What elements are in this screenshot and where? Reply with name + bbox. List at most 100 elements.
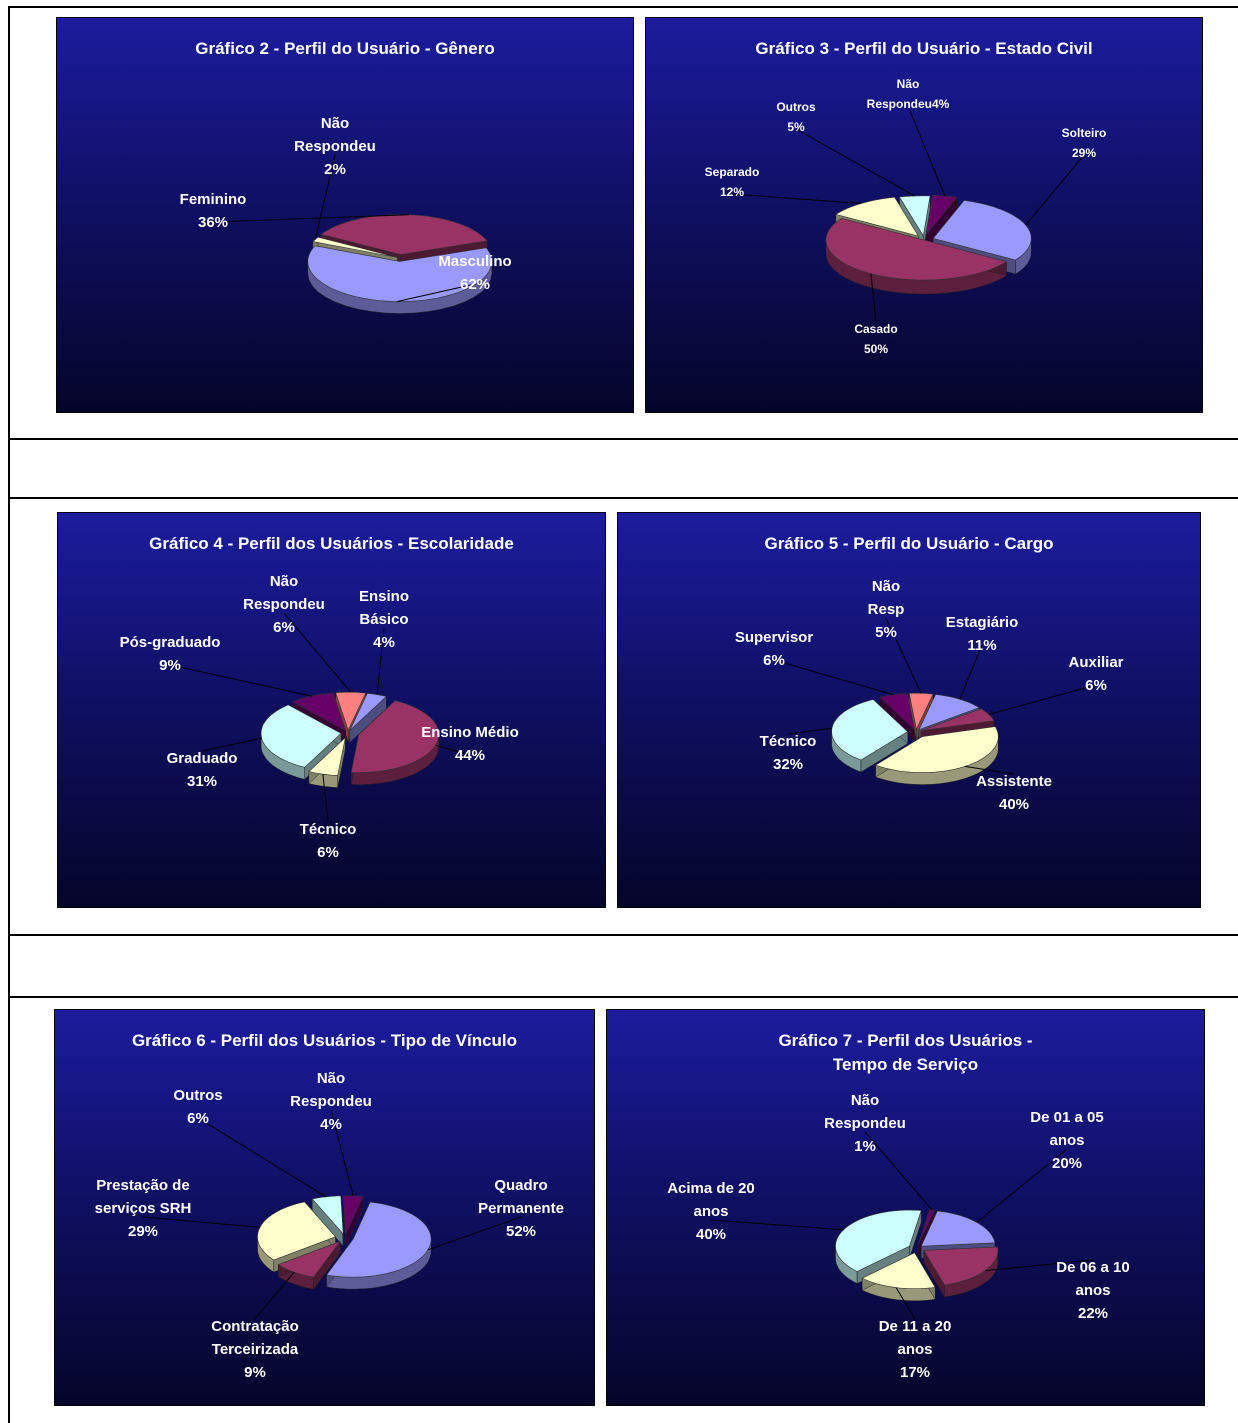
- leader-line: [787, 727, 833, 735]
- data-label: 29%: [1072, 146, 1096, 160]
- data-label: Solteiro: [1062, 126, 1107, 140]
- table-divider: [8, 497, 1238, 499]
- data-label: 1%: [854, 1138, 876, 1155]
- pie-slice-supervisor: [879, 693, 915, 731]
- pie-slice-separado: [835, 196, 919, 237]
- pie-slice-acima-de-20: [835, 1209, 922, 1272]
- leader-line: [795, 128, 915, 197]
- data-label: Técnico: [760, 733, 817, 750]
- data-label: Não: [851, 1092, 879, 1109]
- pie-slice-nao: [917, 1209, 935, 1246]
- chart-escolaridade: Gráfico 4 - Perfil dos Usuários - Escola…: [57, 512, 606, 908]
- data-label: Supervisor: [735, 629, 814, 646]
- data-label: 20%: [1052, 1155, 1082, 1172]
- pie-slice-outros: [311, 1195, 344, 1235]
- data-label: 9%: [159, 657, 181, 674]
- chart-genero: Gráfico 2 - Perfil do Usuário - Gênero Ma…: [56, 17, 634, 413]
- leader-line: [885, 617, 922, 694]
- data-label: Básico: [359, 611, 408, 628]
- data-label: De 06 a 10: [1056, 1259, 1129, 1276]
- chart-title: Gráfico 3 - Perfil do Usuário - Estado C…: [755, 39, 1092, 58]
- leader-line: [322, 774, 329, 823]
- pie-chart-svg: Gráfico 6 - Perfil dos Usuários - Tipo d…: [95, 1031, 564, 1381]
- leader-line: [330, 1109, 354, 1197]
- data-label: Não: [270, 573, 298, 590]
- data-label: 29%: [128, 1223, 158, 1240]
- chart-estado-civil: Gráfico 3 - Perfil do Usuário - Estado C…: [645, 17, 1203, 413]
- data-label: Auxiliar: [1068, 654, 1123, 671]
- leader-line: [169, 664, 312, 697]
- data-label: Pós-graduado: [120, 634, 221, 651]
- data-label: De 11 a 20: [879, 1318, 952, 1335]
- pie-chart-svg: Gráfico 3 - Perfil do Usuário - Estado C…: [705, 39, 1107, 356]
- data-label: 6%: [187, 1110, 209, 1127]
- table-divider: [8, 934, 1238, 936]
- data-label: anos: [1075, 1282, 1110, 1299]
- pie-slice-contratacao: [277, 1240, 341, 1278]
- leader-line: [197, 1117, 327, 1198]
- data-label: 50%: [864, 342, 888, 356]
- data-label: 5%: [787, 120, 805, 134]
- data-label: Contratação: [211, 1318, 299, 1335]
- data-label: Respondeu: [294, 138, 376, 155]
- data-label: Assistente: [976, 773, 1052, 790]
- leader-line: [988, 684, 1097, 715]
- table-divider: [8, 438, 1238, 440]
- data-label: 12%: [720, 185, 744, 199]
- data-label: 62%: [460, 276, 490, 293]
- data-label: 17%: [900, 1364, 930, 1381]
- leader-line: [773, 659, 894, 696]
- pie-slice-quadro: [326, 1201, 432, 1278]
- data-label: serviços SRH: [95, 1200, 192, 1217]
- chart-title: Gráfico 4 - Perfil dos Usuários - Escola…: [149, 534, 514, 553]
- data-label: 11%: [967, 637, 996, 654]
- leader-line: [314, 154, 336, 240]
- layout-table: [8, 6, 1238, 1423]
- data-label: 36%: [198, 214, 228, 231]
- data-label: Prestação de: [96, 1177, 189, 1194]
- data-label: 31%: [187, 773, 217, 790]
- pie-chart-svg: Gráfico 7 - Perfil dos Usuários - Tempo d…: [667, 1031, 1129, 1381]
- pie-slice-nao: [925, 194, 958, 237]
- data-label: Separado: [705, 165, 760, 179]
- data-label: anos: [1049, 1132, 1084, 1149]
- data-label: 6%: [273, 619, 295, 636]
- pie-slice-de-01-a-05: [920, 1210, 996, 1247]
- leader-line: [985, 1259, 1094, 1272]
- pie-chart-svg: Gráfico 5 - Perfil do Usuário - Cargo Est…: [735, 534, 1124, 813]
- data-label: Outros: [776, 100, 816, 114]
- leader-line: [376, 627, 385, 695]
- data-label: Quadro: [494, 1177, 547, 1194]
- data-label: 6%: [317, 844, 339, 861]
- chart-title: Gráfico 5 - Perfil do Usuário - Cargo: [764, 534, 1053, 553]
- data-label: Graduado: [167, 750, 238, 767]
- pie-slice-de-11-a-20: [861, 1252, 936, 1289]
- leader-line: [864, 1131, 933, 1211]
- data-label: 4%: [373, 634, 395, 651]
- data-label: 22%: [1078, 1305, 1108, 1322]
- leader-line: [907, 105, 946, 197]
- leader-line: [710, 1219, 844, 1231]
- pie-slice-auxiliar: [920, 708, 995, 731]
- data-label: 5%: [875, 624, 897, 641]
- leader-line: [283, 612, 352, 693]
- data-label: 2%: [324, 161, 346, 178]
- data-label: Acima de 20: [667, 1180, 755, 1197]
- data-label: 4%: [320, 1116, 342, 1133]
- data-label: Terceirizada: [212, 1341, 299, 1358]
- data-label: Casado: [854, 322, 897, 336]
- leader-line: [870, 273, 877, 322]
- chart-tempo-servico: Gráfico 7 - Perfil dos Usuários - Tempo d…: [606, 1009, 1205, 1406]
- leader-line: [731, 193, 862, 204]
- data-label: Respondeu: [824, 1115, 906, 1132]
- leader-line: [976, 1148, 1068, 1223]
- data-label: Masculino: [438, 253, 511, 270]
- leader-line: [397, 283, 476, 302]
- data-label: Respondeu: [290, 1093, 372, 1110]
- data-label: Não: [897, 77, 920, 91]
- data-label: Estagiário: [946, 614, 1019, 631]
- data-label: Respondeu: [243, 596, 325, 613]
- leader-line: [254, 1271, 295, 1320]
- data-label: 52%: [506, 1223, 536, 1240]
- pie-slice-solteiro: [932, 200, 1032, 261]
